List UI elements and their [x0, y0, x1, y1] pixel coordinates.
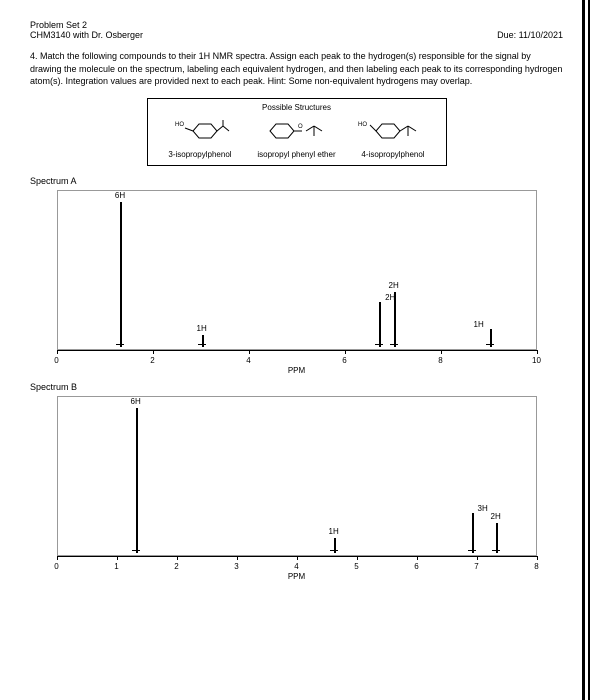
question-text: 4. Match the following compounds to thei… [30, 50, 563, 88]
peak-label: 2H [389, 281, 399, 290]
tick-label: 8 [438, 356, 442, 365]
axis-b-title: PPM [288, 572, 305, 581]
axis-a-title: PPM [288, 366, 305, 375]
tick-label: 6 [414, 562, 418, 571]
peak [136, 408, 138, 553]
peak [496, 523, 498, 553]
structure-2: O [257, 116, 337, 146]
tick-label: 4 [294, 562, 298, 571]
tick-label: 7 [474, 562, 478, 571]
tick-label: 6 [342, 356, 346, 365]
problem-set-title: Problem Set 2 [30, 20, 563, 30]
svg-text:HO: HO [358, 122, 367, 128]
peak-label: 1H [474, 320, 484, 329]
tick-label: 0 [54, 562, 58, 571]
tick-label: 4 [246, 356, 250, 365]
peak-label: 6H [115, 191, 125, 200]
peak [120, 202, 122, 347]
tick-label: 5 [354, 562, 358, 571]
structure-label-2: isopropyl phenyl ether [257, 150, 335, 159]
due-date: Due: 11/10/2021 [497, 30, 563, 40]
structure-3: HO [351, 116, 431, 146]
tick-label: 10 [532, 356, 541, 365]
spectrum-a-axis: PPM 1086420 [57, 350, 537, 374]
peak [472, 513, 474, 553]
tick-label: 3 [234, 562, 238, 571]
course-name: CHM3140 with Dr. Osberger [30, 30, 143, 40]
spectrum-b-label: Spectrum B [30, 382, 563, 392]
svg-text:O: O [298, 124, 303, 130]
peak-label: 3H [478, 504, 488, 513]
tick-label: 0 [54, 356, 58, 365]
spectrum-a-label: Spectrum A [30, 176, 563, 186]
peak-label: 1H [197, 324, 207, 333]
structure-label-3: 4-isopropylphenol [361, 150, 424, 159]
svg-text:HO: HO [175, 122, 184, 128]
spectrum-b-axis: PPM 8 7 6 5 4 3 2 1 0 [57, 556, 537, 580]
peak-label: 2H [491, 512, 501, 521]
tick-label: 2 [150, 356, 154, 365]
structure-1: HO [163, 116, 243, 146]
structures-box: Possible Structures HO O [147, 98, 447, 166]
spectrum-a-box: 1H 2H 2H 1H 6H [57, 190, 537, 350]
peak-label: 1H [329, 527, 339, 536]
peak-label: 6H [131, 397, 141, 406]
peak [379, 302, 381, 347]
structures-title: Possible Structures [156, 103, 438, 112]
tick-label: 8 [534, 562, 538, 571]
structure-label-1: 3-isopropylphenol [168, 150, 231, 159]
tick-label: 1 [114, 562, 118, 571]
tick-label: 2 [174, 562, 178, 571]
spectrum-b-box: 2H3H 1H 6H [57, 396, 537, 556]
peak-label: 2H [385, 293, 395, 302]
